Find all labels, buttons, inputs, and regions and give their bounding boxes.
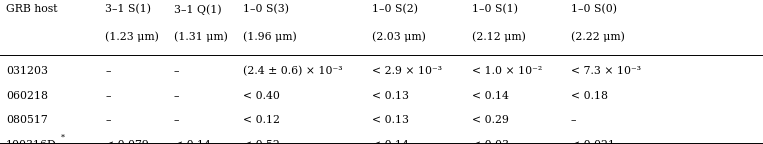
Text: (2.22 μm): (2.22 μm)	[571, 32, 625, 42]
Text: < 0.14: < 0.14	[372, 140, 409, 144]
Text: < 0.079: < 0.079	[105, 140, 149, 144]
Text: 1–0 S(1): 1–0 S(1)	[472, 4, 517, 15]
Text: –: –	[105, 115, 111, 125]
Text: –: –	[174, 115, 179, 125]
Text: < 0.021: < 0.021	[571, 140, 615, 144]
Text: –: –	[105, 91, 111, 101]
Text: < 2.9 × 10⁻³: < 2.9 × 10⁻³	[372, 66, 443, 76]
Text: < 1.0 × 10⁻²: < 1.0 × 10⁻²	[472, 66, 542, 76]
Text: 031203: 031203	[6, 66, 48, 76]
Text: < 0.12: < 0.12	[243, 115, 279, 125]
Text: (1.96 μm): (1.96 μm)	[243, 32, 296, 42]
Text: 3–1 Q(1): 3–1 Q(1)	[174, 4, 221, 15]
Text: < 0.13: < 0.13	[372, 91, 409, 101]
Text: GRB host: GRB host	[6, 4, 57, 14]
Text: –: –	[174, 66, 179, 76]
Text: 1–0 S(2): 1–0 S(2)	[372, 4, 418, 15]
Text: *: *	[61, 134, 65, 142]
Text: < 0.52: < 0.52	[243, 140, 279, 144]
Text: (2.12 μm): (2.12 μm)	[472, 32, 526, 42]
Text: 100316D: 100316D	[6, 140, 57, 144]
Text: –: –	[571, 115, 576, 125]
Text: (1.23 μm): (1.23 μm)	[105, 32, 159, 42]
Text: (2.03 μm): (2.03 μm)	[372, 32, 427, 42]
Text: < 0.18: < 0.18	[571, 91, 607, 101]
Text: 1–0 S(0): 1–0 S(0)	[571, 4, 617, 15]
Text: < 0.14: < 0.14	[472, 91, 508, 101]
Text: 080517: 080517	[6, 115, 48, 125]
Text: < 0.14: < 0.14	[174, 140, 211, 144]
Text: < 0.40: < 0.40	[243, 91, 279, 101]
Text: < 7.3 × 10⁻³: < 7.3 × 10⁻³	[571, 66, 641, 76]
Text: 1–0 S(3): 1–0 S(3)	[243, 4, 288, 15]
Text: –: –	[105, 66, 111, 76]
Text: < 0.03: < 0.03	[472, 140, 508, 144]
Text: < 0.13: < 0.13	[372, 115, 409, 125]
Text: 3–1 S(1): 3–1 S(1)	[105, 4, 151, 15]
Text: (2.4 ± 0.6) × 10⁻³: (2.4 ± 0.6) × 10⁻³	[243, 66, 342, 77]
Text: (1.31 μm): (1.31 μm)	[174, 32, 228, 42]
Text: < 0.29: < 0.29	[472, 115, 508, 125]
Text: 060218: 060218	[6, 91, 48, 101]
Text: –: –	[174, 91, 179, 101]
